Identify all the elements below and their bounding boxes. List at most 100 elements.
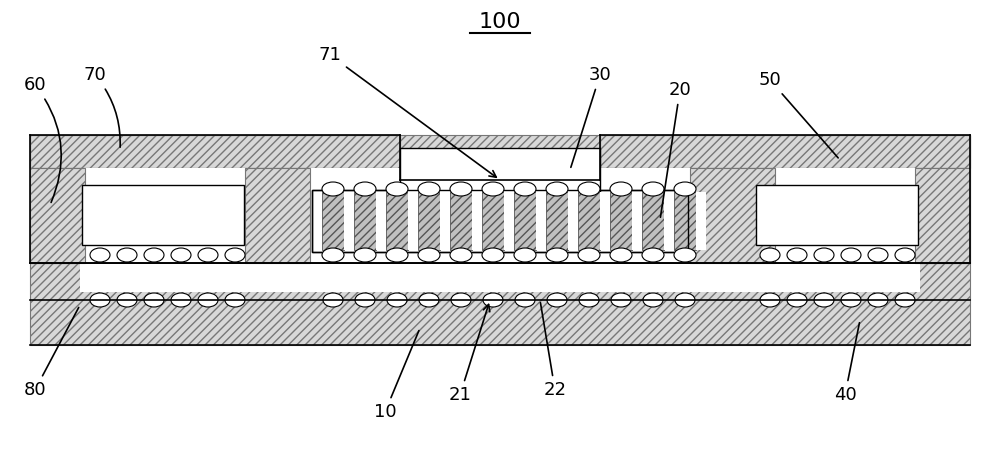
Text: 30: 30 bbox=[571, 66, 611, 167]
Ellipse shape bbox=[198, 248, 218, 262]
Ellipse shape bbox=[514, 248, 536, 262]
Ellipse shape bbox=[579, 293, 599, 307]
Ellipse shape bbox=[198, 293, 218, 307]
Bar bbox=[610, 192, 632, 250]
Text: 100: 100 bbox=[479, 12, 521, 32]
Ellipse shape bbox=[868, 293, 888, 307]
Bar bbox=[472, 192, 482, 250]
Bar bbox=[354, 192, 376, 250]
Bar bbox=[30, 135, 400, 168]
Ellipse shape bbox=[90, 293, 110, 307]
Bar bbox=[578, 192, 600, 250]
Ellipse shape bbox=[814, 293, 834, 307]
Text: 20: 20 bbox=[660, 81, 691, 217]
Ellipse shape bbox=[675, 293, 695, 307]
Ellipse shape bbox=[868, 248, 888, 262]
Bar bbox=[450, 192, 472, 250]
Bar bbox=[440, 192, 450, 250]
Ellipse shape bbox=[354, 248, 376, 262]
Text: 80: 80 bbox=[24, 307, 79, 399]
Bar bbox=[312, 190, 688, 252]
Bar bbox=[915, 168, 970, 263]
Ellipse shape bbox=[760, 248, 780, 262]
Bar bbox=[696, 192, 706, 250]
Ellipse shape bbox=[482, 248, 504, 262]
Ellipse shape bbox=[546, 182, 568, 196]
Bar bbox=[632, 192, 642, 250]
Ellipse shape bbox=[578, 182, 600, 196]
Bar bbox=[408, 192, 418, 250]
Bar bbox=[418, 192, 440, 250]
Ellipse shape bbox=[451, 293, 471, 307]
Ellipse shape bbox=[546, 248, 568, 262]
Bar bbox=[400, 148, 600, 193]
Bar bbox=[80, 168, 920, 263]
Bar bbox=[664, 192, 674, 250]
Bar bbox=[370, 168, 400, 180]
Bar bbox=[642, 192, 664, 250]
Bar bbox=[80, 264, 920, 292]
Ellipse shape bbox=[418, 248, 440, 262]
Bar bbox=[30, 135, 970, 263]
Bar bbox=[504, 192, 514, 250]
Ellipse shape bbox=[643, 293, 663, 307]
Ellipse shape bbox=[418, 182, 440, 196]
Bar bbox=[536, 192, 546, 250]
Bar bbox=[386, 192, 408, 250]
Ellipse shape bbox=[482, 182, 504, 196]
Bar bbox=[756, 185, 918, 245]
Ellipse shape bbox=[895, 248, 915, 262]
Ellipse shape bbox=[895, 293, 915, 307]
Ellipse shape bbox=[144, 248, 164, 262]
Bar bbox=[30, 168, 85, 263]
Ellipse shape bbox=[610, 248, 632, 262]
Bar bbox=[546, 192, 568, 250]
Ellipse shape bbox=[387, 293, 407, 307]
Ellipse shape bbox=[787, 248, 807, 262]
Bar bbox=[482, 192, 504, 250]
Ellipse shape bbox=[419, 293, 439, 307]
Text: 21: 21 bbox=[449, 305, 490, 404]
Ellipse shape bbox=[674, 182, 696, 196]
Text: 70: 70 bbox=[84, 66, 120, 147]
Ellipse shape bbox=[90, 248, 110, 262]
Bar bbox=[690, 168, 775, 263]
Ellipse shape bbox=[323, 293, 343, 307]
Ellipse shape bbox=[225, 293, 245, 307]
Ellipse shape bbox=[225, 248, 245, 262]
Bar bbox=[600, 192, 610, 250]
Ellipse shape bbox=[760, 293, 780, 307]
Bar bbox=[312, 190, 688, 252]
Bar bbox=[568, 192, 578, 250]
Text: 40: 40 bbox=[834, 323, 859, 404]
Ellipse shape bbox=[354, 182, 376, 196]
Bar bbox=[82, 185, 244, 245]
Bar bbox=[600, 135, 970, 168]
Ellipse shape bbox=[841, 293, 861, 307]
Text: 22: 22 bbox=[540, 303, 566, 399]
Ellipse shape bbox=[386, 182, 408, 196]
Bar bbox=[322, 192, 344, 250]
Ellipse shape bbox=[674, 248, 696, 262]
Ellipse shape bbox=[171, 248, 191, 262]
Ellipse shape bbox=[841, 248, 861, 262]
Ellipse shape bbox=[117, 248, 137, 262]
Text: 10: 10 bbox=[374, 330, 419, 421]
Ellipse shape bbox=[322, 248, 344, 262]
Bar bbox=[674, 192, 696, 250]
Text: 60: 60 bbox=[24, 76, 61, 203]
Text: 50: 50 bbox=[759, 71, 838, 158]
Ellipse shape bbox=[355, 293, 375, 307]
Ellipse shape bbox=[386, 248, 408, 262]
Ellipse shape bbox=[144, 293, 164, 307]
Ellipse shape bbox=[322, 182, 344, 196]
Ellipse shape bbox=[610, 182, 632, 196]
Ellipse shape bbox=[450, 182, 472, 196]
Ellipse shape bbox=[483, 293, 503, 307]
Ellipse shape bbox=[171, 293, 191, 307]
Bar bbox=[30, 263, 970, 345]
Ellipse shape bbox=[787, 293, 807, 307]
Ellipse shape bbox=[814, 248, 834, 262]
Text: 71: 71 bbox=[319, 46, 496, 177]
Ellipse shape bbox=[117, 293, 137, 307]
